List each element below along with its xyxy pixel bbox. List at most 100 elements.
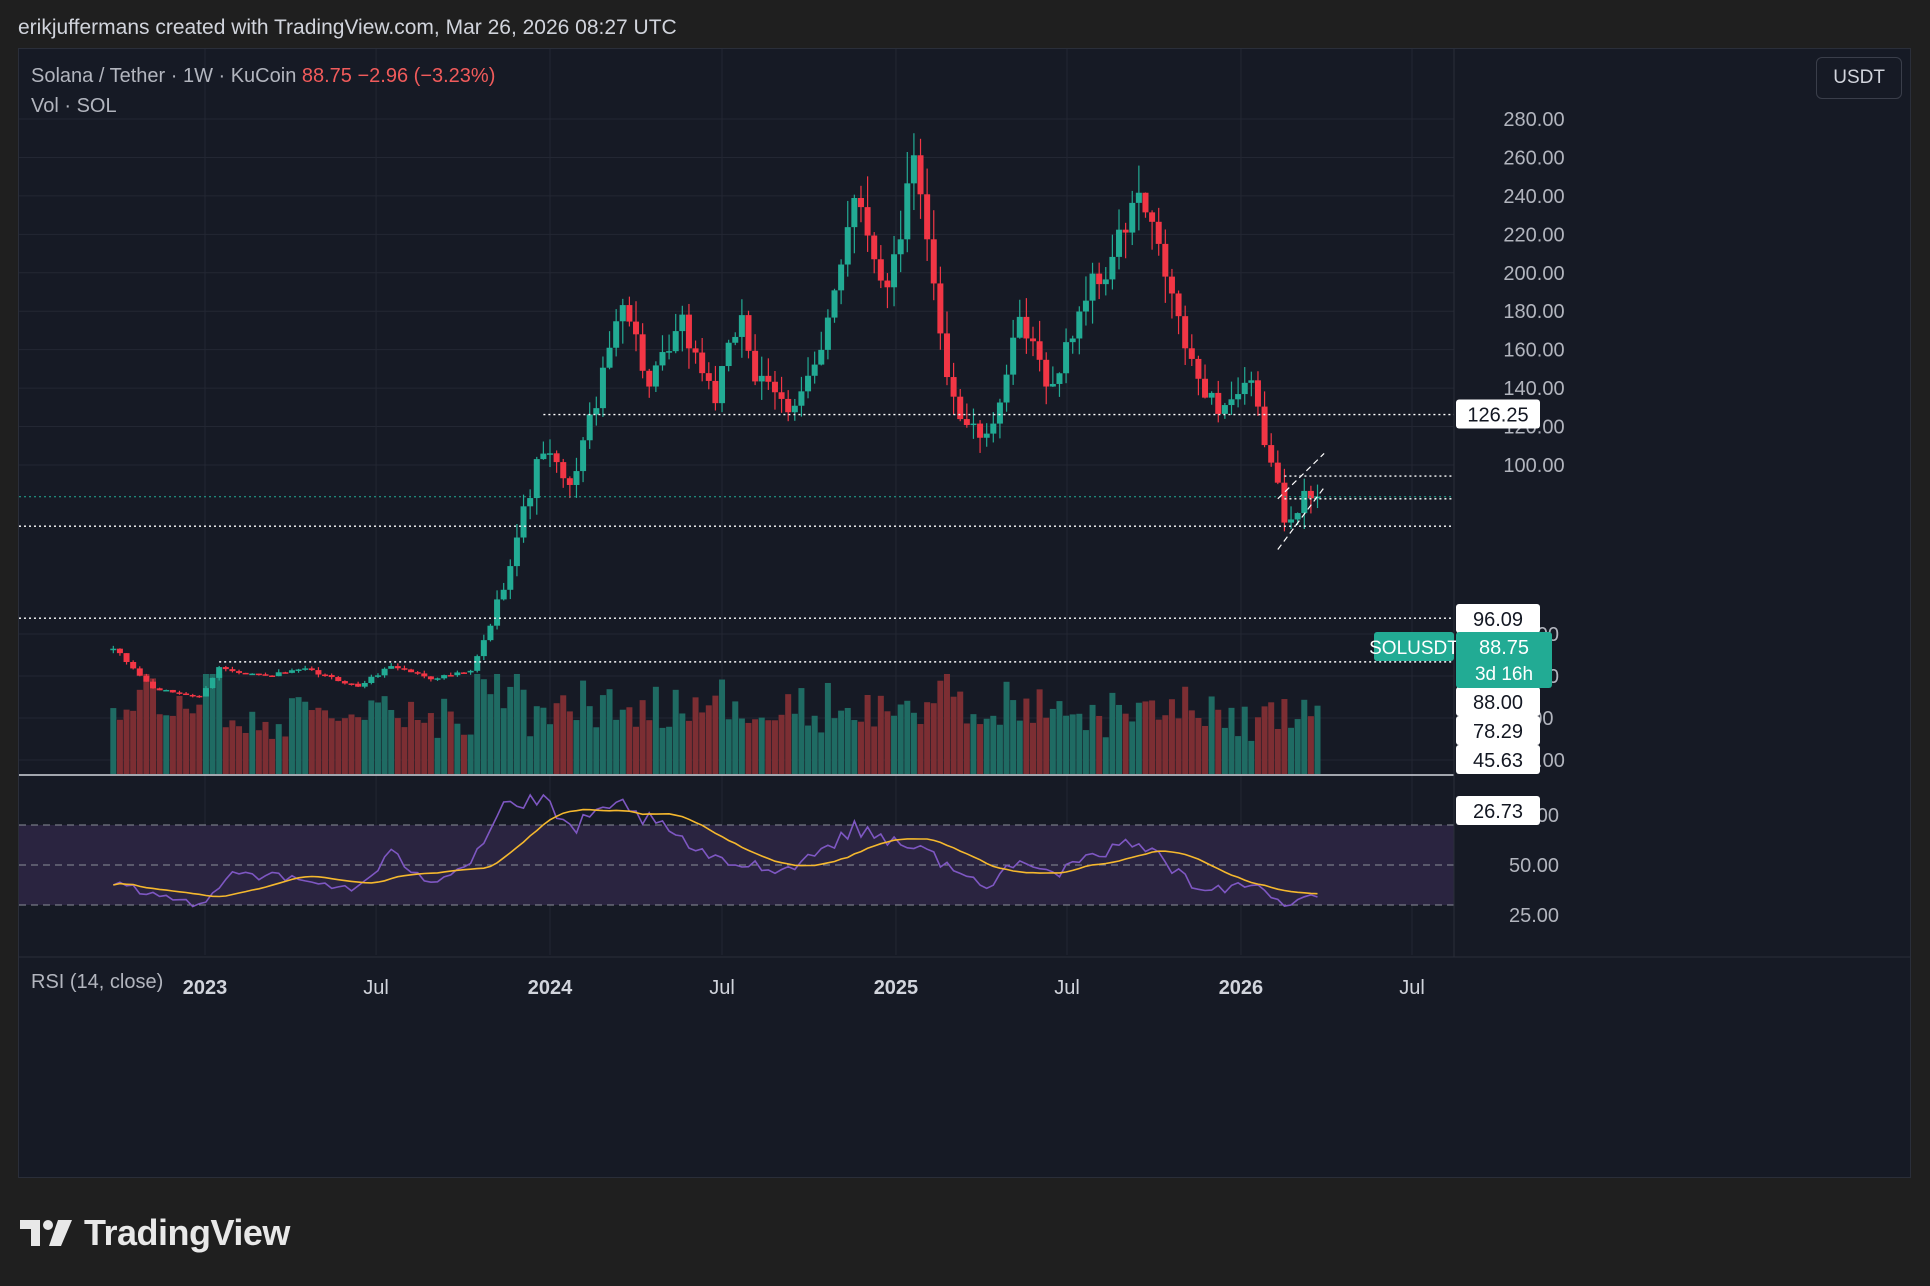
candle-body — [626, 305, 633, 322]
candle-body — [811, 364, 818, 376]
volume-bar — [368, 700, 375, 774]
candle-body — [586, 414, 593, 441]
candle-body — [255, 673, 262, 676]
candle-body — [1221, 405, 1228, 414]
candle-body — [659, 352, 666, 366]
candle-body — [1076, 311, 1083, 339]
volume-bar — [619, 709, 626, 774]
volume-bar — [970, 714, 977, 774]
volume-bar — [566, 711, 573, 774]
volume-bar — [1076, 713, 1083, 774]
volume-bar — [1202, 725, 1209, 774]
volume-bar — [573, 720, 580, 774]
candle-body — [904, 183, 911, 240]
time-tick-label: Jul — [1399, 977, 1425, 999]
volume-bar — [838, 710, 845, 774]
level-tag — [1456, 399, 1540, 429]
price-tick-label: 200.00 — [1503, 263, 1564, 285]
volume-bar — [864, 694, 871, 774]
level-tag-label: 78.29 — [1473, 721, 1523, 743]
time-tick-label: Jul — [363, 977, 389, 999]
level-tag-label: 45.63 — [1473, 750, 1523, 772]
volume-bar — [507, 686, 514, 774]
candle-body — [202, 688, 209, 697]
candle-body — [1314, 496, 1321, 499]
volume-bar — [1274, 728, 1281, 774]
volume-bar — [904, 700, 911, 774]
tradingview-logo[interactable]: TradingView — [20, 1212, 290, 1254]
currency-button[interactable]: USDT — [1816, 57, 1902, 99]
volume-bar — [255, 730, 262, 774]
candle-body — [150, 681, 157, 689]
volume-bar — [963, 723, 970, 774]
volume-bar — [229, 720, 236, 774]
volume-bar — [1089, 704, 1096, 774]
volume-bar — [884, 711, 891, 774]
candle-body — [269, 675, 276, 678]
volume-bar — [765, 720, 772, 774]
candle-body — [368, 676, 375, 683]
time-tick-label: Jul — [709, 977, 735, 999]
volume-bar — [1162, 715, 1169, 774]
candle-body — [183, 693, 190, 696]
volume-bar — [1235, 736, 1242, 774]
rsi-legend[interactable]: RSI (14, close) — [31, 971, 164, 993]
candle-body — [427, 676, 434, 680]
volume-bar — [454, 723, 461, 774]
candle-body — [1195, 358, 1202, 379]
volume-bar — [123, 709, 130, 774]
candle-body — [236, 671, 243, 673]
candle-body — [1208, 392, 1215, 398]
volume-bar — [1314, 705, 1321, 774]
candle-body — [282, 672, 289, 674]
level-tag — [1456, 687, 1540, 716]
candle-body — [1188, 348, 1195, 359]
symbol-legend[interactable]: Solana / Tether · 1W · KuCoin 88.75 −2.9… — [31, 65, 495, 88]
volume-bar — [355, 717, 362, 774]
chart-caption: erikjuffermans created with TradingView.… — [18, 16, 677, 39]
candle-body — [1109, 256, 1116, 280]
candle-body — [507, 566, 514, 590]
candle-body — [315, 670, 322, 675]
volume-bar — [242, 732, 249, 774]
volume-bar — [494, 674, 501, 774]
candle-body — [460, 672, 467, 674]
chart-frame[interactable]: 280.00 260.00 240.00 220.00 200.00 180.00 160.… — [18, 48, 1911, 1178]
candle-body — [1182, 316, 1189, 349]
candle-body — [646, 370, 653, 387]
price-chart[interactable]: 280.00 260.00 240.00 220.00 200.00 180.00 160.… — [19, 49, 1910, 1177]
volume-legend[interactable]: Vol · SOL — [31, 95, 117, 117]
volume-bar — [275, 724, 282, 774]
volume-bar — [1142, 701, 1149, 774]
candle-body — [1268, 445, 1275, 463]
level-tag — [1456, 604, 1540, 633]
volume-bar — [1188, 710, 1195, 774]
volume-bar — [156, 714, 163, 774]
candle-body — [156, 688, 163, 691]
candle-body — [818, 349, 825, 365]
candle-body — [599, 367, 606, 409]
candle-body — [434, 678, 441, 680]
volume-bar — [1063, 715, 1070, 774]
price-change: −2.96 (−3.23%) — [357, 65, 496, 87]
level-tag — [1456, 796, 1540, 825]
candle-body — [130, 661, 137, 669]
level-tag-label: 26.73 — [1473, 801, 1523, 823]
volume-bar — [930, 703, 937, 774]
volume-bar — [586, 706, 593, 774]
volume-bar — [738, 718, 745, 774]
rsi-ma-line — [113, 808, 1318, 898]
candle-body — [824, 317, 831, 350]
volume-bar — [1122, 713, 1129, 774]
volume-bar — [1010, 700, 1017, 774]
candle-body — [322, 674, 329, 677]
volume-bar — [150, 678, 157, 774]
volume-bar — [136, 689, 143, 774]
volume-bar — [1195, 718, 1202, 774]
volume-bar — [1082, 730, 1089, 774]
candle-body — [540, 453, 547, 460]
candle-body — [1010, 337, 1017, 375]
candle-body — [1281, 482, 1288, 523]
volume-bar — [679, 713, 686, 774]
volume-bar — [282, 736, 289, 774]
